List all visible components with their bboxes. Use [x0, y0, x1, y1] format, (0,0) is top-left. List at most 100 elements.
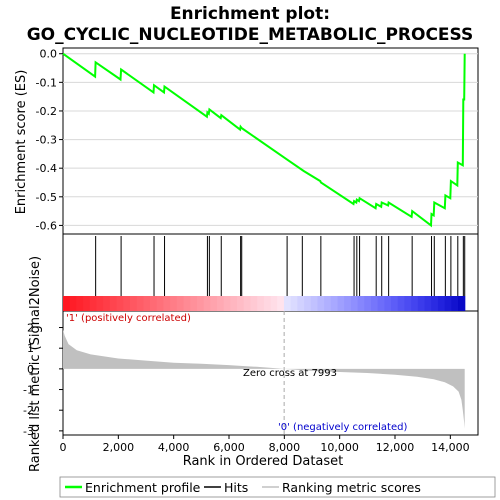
heatmap-segment: [89, 296, 98, 311]
xtick-label: 6,000: [213, 441, 245, 454]
heatmap-segment: [444, 296, 452, 311]
heatmap-segment: [129, 296, 138, 311]
enrichment-profile-line: [62, 52, 466, 228]
heatmap-segment: [437, 296, 446, 311]
xtick-label: 8,000: [269, 441, 301, 454]
legend-label-ranking-metric: Ranking metric scores: [282, 480, 421, 495]
heatmap-segment: [176, 296, 185, 311]
heatmap-segment: [203, 296, 211, 311]
heatmap-segment: [337, 296, 345, 311]
heatmap-segment: [384, 296, 392, 311]
es-y-axis-label: Enrichment score (ES): [14, 70, 29, 215]
heatmap-segment: [277, 296, 285, 311]
es-panel-frame: [62, 47, 479, 235]
heatmap-segment: [103, 296, 111, 311]
positive-correlation-label: '1' (positively correlated): [66, 313, 191, 324]
heatmap-segment: [370, 296, 379, 311]
xtick-label: 10,000: [320, 441, 359, 454]
heatmap-segment: [431, 296, 439, 311]
heatmap-segment: [257, 296, 265, 311]
ranking-heatmap-bar: [63, 296, 466, 311]
hits-series: [95, 236, 466, 296]
chart-title-line-1: Enrichment plot:: [170, 4, 330, 24]
heatmap-segment: [330, 296, 339, 311]
es-ytick-label: -0.2: [36, 105, 57, 118]
heatmap-segment: [424, 296, 432, 311]
heatmap-segment: [190, 296, 198, 311]
heatmap-segment: [458, 296, 466, 311]
heatmap-segment: [223, 296, 231, 311]
heatmap-segment: [263, 296, 272, 311]
heatmap-segment: [216, 296, 225, 311]
heatmap-segment: [364, 296, 372, 311]
heatmap-segment: [397, 296, 406, 311]
heatmap-segment: [391, 296, 399, 311]
metric-ytick-label: 0: [27, 363, 34, 376]
heatmap-segment: [76, 296, 84, 311]
metric-y-axis-label: Ranked list metric (Signal2Noise): [28, 256, 43, 472]
heatmap-segment: [324, 296, 332, 311]
heatmap-segment: [136, 296, 144, 311]
heatmap-segment: [123, 296, 131, 311]
es-ytick-label: -0.3: [36, 134, 57, 147]
heatmap-segment: [69, 296, 77, 311]
heatmap-segment: [163, 296, 171, 311]
enrichment-profile-series: [62, 52, 466, 228]
heatmap-segment: [290, 296, 298, 311]
es-gridlines: [63, 53, 478, 226]
heatmap-segment: [210, 296, 218, 311]
heatmap-segment: [250, 296, 258, 311]
heatmap-segment: [404, 296, 412, 311]
heatmap-segment: [297, 296, 305, 311]
chart-title-line-2: GO_CYCLIC_NUCLEOTIDE_METABOLIC_PROCESS: [27, 25, 474, 45]
heatmap-segment: [156, 296, 165, 311]
heatmap-segment: [196, 296, 205, 311]
negative-correlation-label: '0' (negatively correlated): [278, 422, 407, 433]
heatmap-segment: [350, 296, 359, 311]
heatmap-segment: [170, 296, 178, 311]
legend: Enrichment profile Hits Ranking metric s…: [59, 476, 496, 498]
heatmap-segment: [283, 296, 292, 311]
xtick-label: 12,000: [376, 441, 415, 454]
xtick-label: 2,000: [103, 441, 135, 454]
metric-y-axis: 2 1 0 -1 -2 -3: [23, 322, 63, 438]
heatmap-segment: [63, 296, 71, 311]
heatmap-segment: [310, 296, 319, 311]
heatmap-segment: [270, 296, 278, 311]
heatmap-segment: [230, 296, 238, 311]
es-ytick-label: -0.4: [36, 162, 57, 175]
heatmap-segment: [411, 296, 419, 311]
heatmap-segment: [83, 296, 91, 311]
heatmap-segment: [243, 296, 252, 311]
heatmap-segment: [451, 296, 459, 311]
es-ytick-label: 0.0: [40, 48, 58, 61]
metric-ytick-label: -3: [23, 425, 34, 438]
es-ytick-label: -0.5: [36, 191, 57, 204]
heatmap-segment: [150, 296, 158, 311]
zero-cross-label: Zero cross at 7993: [243, 368, 337, 379]
x-axis: 0 2,000 4,000 6,000 8,000 10,000 12,000 14,000: [60, 435, 470, 454]
metric-ytick-label: -2: [23, 404, 34, 417]
heatmap-segment: [357, 296, 365, 311]
heatmap-segment: [237, 296, 245, 311]
heatmap-segment: [96, 296, 104, 311]
es-ytick-label: -0.1: [36, 76, 57, 89]
legend-label-hits: Hits: [224, 480, 248, 495]
xtick-label: 4,000: [158, 441, 190, 454]
es-y-axis: 0.0 -0.1 -0.2 -0.3 -0.4 -0.5 -0.6: [36, 48, 63, 232]
x-axis-label: Rank in Ordered Dataset: [183, 454, 344, 469]
heatmap-segment: [109, 296, 118, 311]
metric-ytick-label: 1: [27, 342, 34, 355]
xtick-label: 14,000: [431, 441, 470, 454]
heatmap-segment: [344, 296, 352, 311]
xtick-label: 0: [60, 441, 67, 454]
metric-ytick-label: -1: [23, 384, 34, 397]
metric-ytick-label: 2: [27, 322, 34, 335]
legend-label-enrichment-profile: Enrichment profile: [85, 480, 201, 495]
heatmap-segment: [417, 296, 426, 311]
heatmap-segment: [377, 296, 385, 311]
heatmap-segment: [183, 296, 191, 311]
heatmap-segment: [317, 296, 325, 311]
heatmap-segment: [304, 296, 312, 311]
